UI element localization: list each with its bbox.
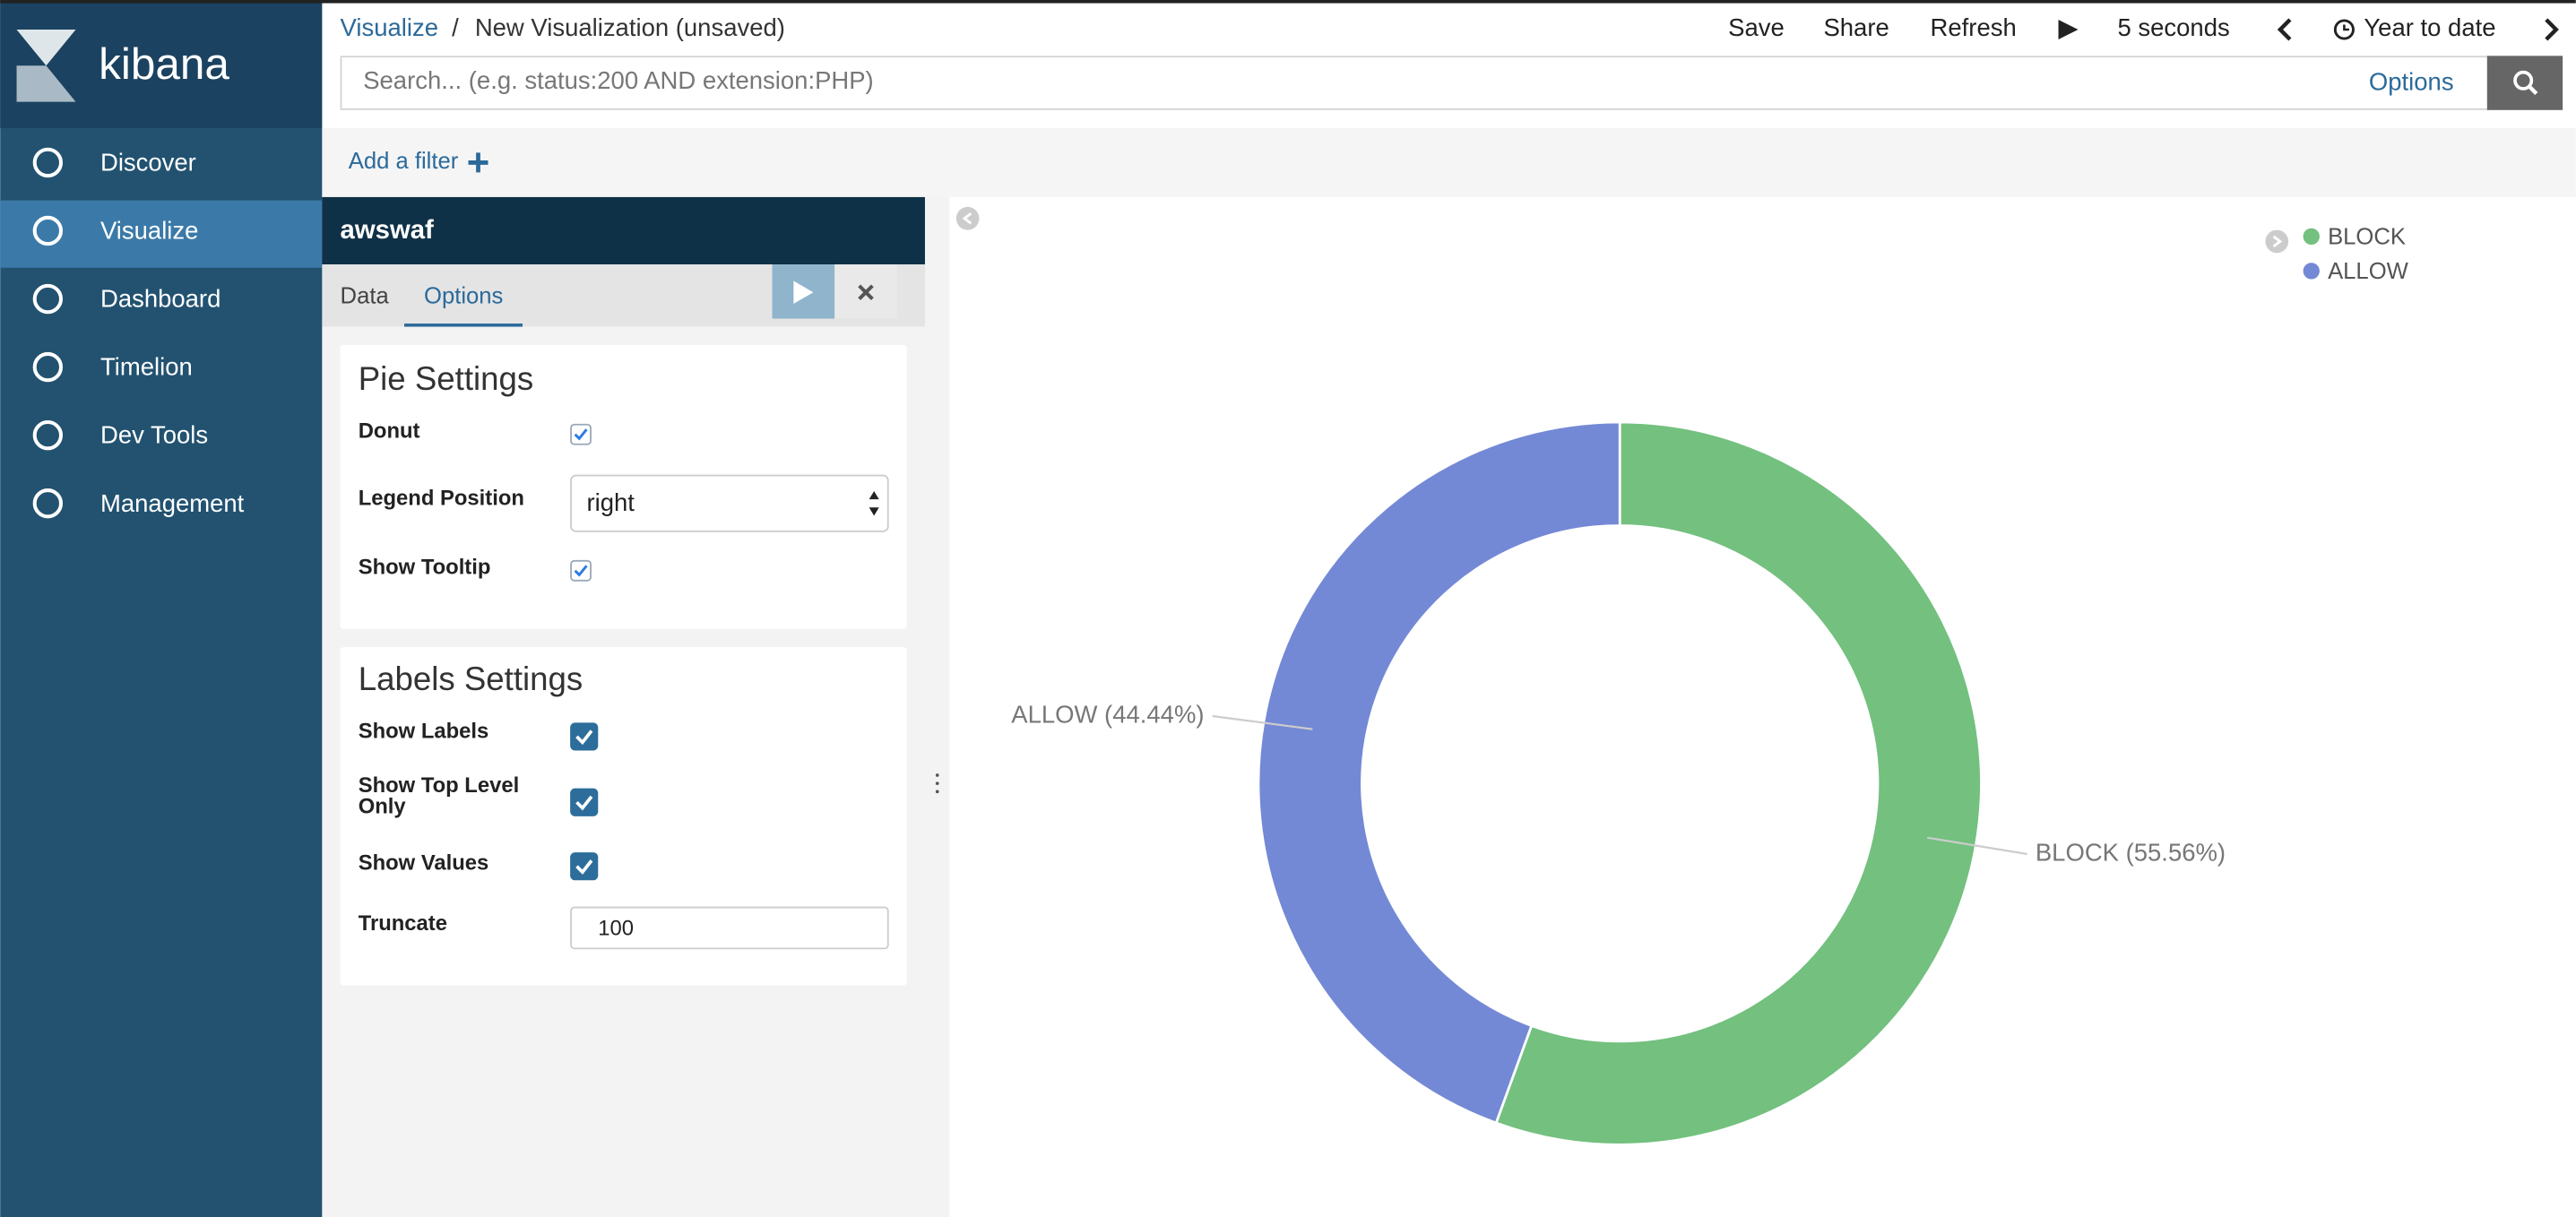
nav-item[interactable]: Timelion [100, 353, 193, 381]
sidebar [0, 0, 323, 1217]
legend-toggle[interactable] [2265, 229, 2289, 254]
nav-icon [32, 215, 64, 246]
logo-icon [16, 65, 76, 102]
tab-underline [404, 324, 523, 327]
legend-label[interactable]: ALLOW [2328, 259, 2409, 284]
refresh-button[interactable]: Refresh [1931, 13, 2017, 41]
option-label: Truncate [359, 911, 447, 936]
label-line [1212, 714, 1313, 730]
slice-label: BLOCK (55.56%) [2036, 838, 2226, 866]
option-label: Show Labels [359, 720, 489, 744]
nav-item[interactable]: Dashboard [100, 285, 220, 313]
search-placeholder: Search... (e.g. status:200 AND extension… [363, 66, 874, 94]
prev-icon[interactable] [2277, 18, 2292, 41]
pie-slice [1257, 420, 1621, 1125]
clock-hand [2343, 24, 2349, 31]
tab-data[interactable]: Data [341, 283, 390, 308]
section-title: Labels Settings [359, 660, 583, 697]
add-filter[interactable]: Add a filter [349, 149, 459, 174]
option-label: Legend Position [359, 486, 524, 510]
collapse-icon [962, 212, 972, 225]
checkbox[interactable] [570, 722, 599, 751]
truncate-input[interactable] [570, 906, 889, 950]
top-border [0, 0, 2576, 4]
search-button[interactable] [2486, 56, 2563, 110]
index-name: awswaf [341, 215, 435, 245]
logo-text: kibana [99, 39, 229, 89]
slice-label: ALLOW (44.44%) [1011, 700, 1204, 728]
select-value: right [586, 488, 635, 516]
option-label: Show Values [359, 850, 489, 875]
active-nav [0, 200, 323, 268]
logo-area [0, 0, 323, 128]
section-title: Pie Settings [359, 360, 534, 397]
checkbox[interactable] [570, 559, 592, 582]
legend-swatch [2303, 228, 2320, 246]
select-arrows [869, 490, 879, 516]
search-icon [2528, 85, 2538, 96]
resizer-handle[interactable] [935, 773, 939, 794]
nav-item[interactable]: Visualize [100, 217, 198, 245]
pie-slice [1494, 420, 1983, 1146]
clock-icon [2333, 19, 2355, 40]
nav-icon [32, 419, 64, 451]
tab-options[interactable]: Options [424, 283, 503, 308]
nav-icon [32, 283, 64, 315]
save-button[interactable]: Save [1728, 13, 1785, 41]
share-button[interactable]: Share [1823, 13, 1889, 41]
check-icon [574, 565, 588, 577]
next-icon[interactable] [2545, 18, 2559, 41]
legend-position-select[interactable] [570, 474, 889, 532]
time-range[interactable]: Year to date [2364, 13, 2495, 41]
checkbox[interactable] [570, 423, 592, 445]
discard-icon [858, 284, 874, 300]
truncate-value: 100 [598, 917, 634, 941]
nav-icon [32, 147, 64, 178]
checkbox[interactable] [570, 852, 599, 881]
search-icon [2513, 70, 2534, 91]
option-label: Show Tooltip [359, 555, 491, 579]
nav-item[interactable]: Management [100, 489, 245, 517]
breadcrumb-link[interactable]: Visualize [341, 13, 438, 41]
play-icon[interactable] [2058, 19, 2079, 39]
option-label: Show Top Level Only [359, 773, 519, 819]
pie-chart: BLOCK (55.56%) ALLOW (44.44%) BLOCK ALLOW [1011, 225, 2409, 1146]
nav-icon [32, 488, 64, 519]
checkbox[interactable] [570, 788, 599, 816]
nav-item[interactable]: Discover [100, 149, 196, 177]
collapse-icon[interactable] [955, 206, 980, 230]
labels-settings-card [340, 647, 907, 986]
filter-bar [322, 127, 2576, 197]
option-label: Donut [359, 419, 420, 443]
nav: Discover Visualize Dashboard Timelion Dev To… [32, 147, 245, 519]
logo-icon [16, 29, 76, 66]
plus-icon[interactable] [468, 152, 488, 173]
label-line [1926, 836, 2027, 856]
breadcrumb-separator: / [452, 13, 459, 41]
breadcrumb-current: New Visualization (unsaved) [475, 13, 785, 41]
apply-icon [793, 281, 814, 305]
legend-label[interactable]: BLOCK [2328, 225, 2406, 250]
nav-item[interactable]: Dev Tools [100, 421, 208, 449]
interval[interactable]: 5 seconds [2117, 13, 2229, 41]
search-input[interactable] [340, 56, 2489, 110]
nav-icon [32, 351, 64, 383]
resizer[interactable] [924, 196, 950, 1217]
check-icon [574, 428, 588, 441]
legend-swatch [2303, 263, 2320, 280]
legend-toggle-icon [2272, 235, 2283, 248]
options-link[interactable]: Options [2369, 68, 2454, 96]
editor-title-bar [322, 196, 925, 265]
